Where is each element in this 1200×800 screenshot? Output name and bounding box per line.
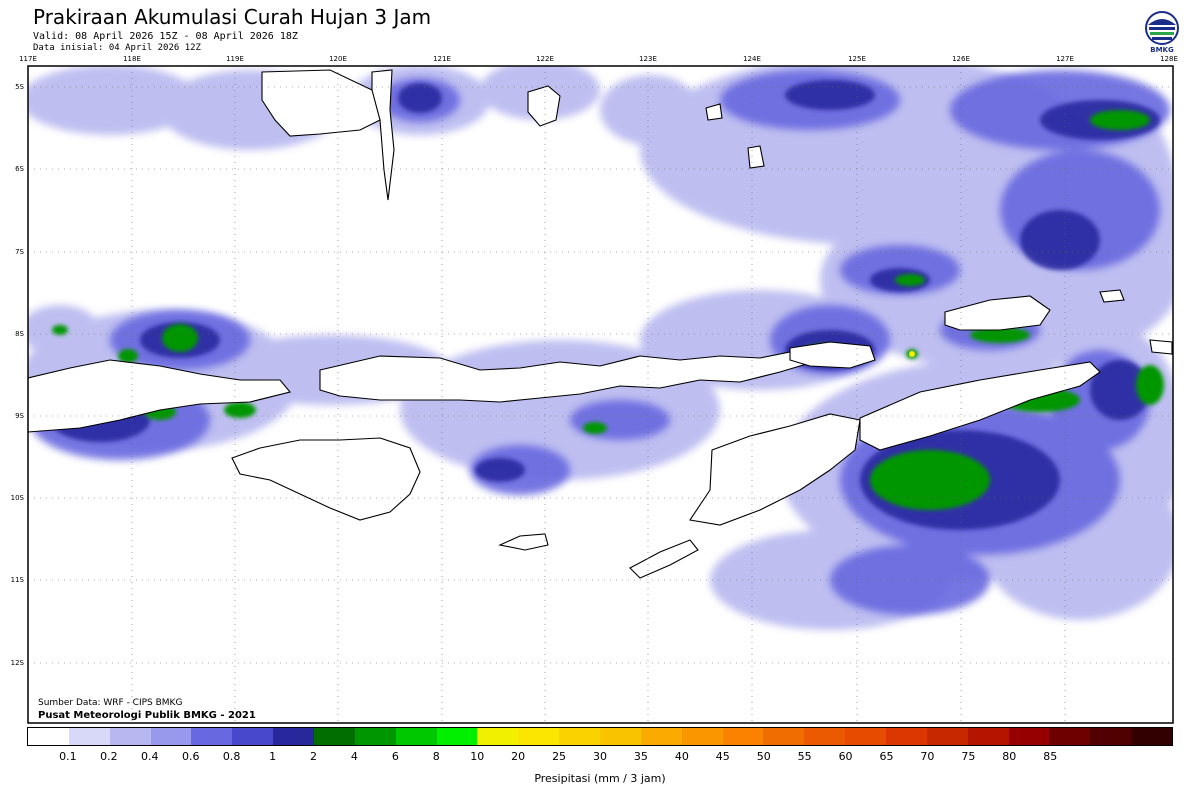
colorbar-label: 8 [432,750,440,763]
map-title: Prakiraan Akumulasi Curah Hujan 3 Jam [33,5,432,29]
colorbar-label: 45 [715,750,730,763]
colorbar-title: Presipitasi (mm / 3 jam) [534,772,666,785]
colorbar-segment [518,728,560,745]
lon-tick-label: 128E [1160,55,1178,63]
organization-credit: Pusat Meteorologi Publik BMKG - 2021 [38,710,256,721]
colorbar-label: 6 [391,750,399,763]
lon-tick-label: 117E [19,55,37,63]
colorbar-segment [600,728,641,745]
lon-tick-label: 120E [329,55,347,63]
colorbar-segment [314,728,355,745]
lon-tick-label: 118E [123,55,141,63]
colorbar-segment [354,728,396,745]
colorbar-label: 4 [350,750,358,763]
colorbar-segment [68,728,110,745]
lon-tick-label: 127E [1056,55,1074,63]
map-frame [27,65,1174,724]
graticule [28,66,1173,723]
lon-tick-label: 119E [226,55,244,63]
colorbar-segment [886,728,927,745]
colorbar-segment [926,728,968,745]
colorbar-label: 80 [1002,750,1017,763]
colorbar-segment [559,728,601,745]
colorbar-label: 75 [961,750,976,763]
valid-period: Valid: 08 April 2026 15Z - 08 April 2026… [33,31,298,42]
colorbar-segment [640,728,682,745]
colorbar-segment [804,728,846,745]
lon-tick-label: 121E [433,55,451,63]
lon-tick-label: 125E [848,55,866,63]
lat-tick-label: 8S [15,330,24,338]
colorbar-segment [191,728,233,745]
colorbar-label: 40 [674,750,689,763]
lat-tick-label: 12S [11,659,25,667]
colorbar-label: 10 [470,750,485,763]
colorbar-segment [28,728,69,745]
lon-tick-label: 123E [639,55,657,63]
bmkg-logo-label: BMKG [1150,46,1174,54]
lat-tick-label: 9S [15,412,24,420]
lon-tick-label: 126E [952,55,970,63]
colorbar-segment [395,728,437,745]
colorbar-label: 0.6 [181,750,200,763]
latitude-ticks: 5S 6S 7S 8S 9S 10S 11S 12S [11,83,25,667]
lat-tick-label: 11S [11,576,25,584]
colorbar-label: 35 [633,750,648,763]
colorbar-segment [273,728,315,745]
colorbar-segment [1131,728,1173,745]
lat-tick-label: 10S [11,494,25,502]
lat-tick-label: 7S [15,248,24,256]
colorbar-label: 70 [920,750,935,763]
lon-tick-label: 122E [536,55,554,63]
colorbar-label: 1 [269,750,277,763]
colorbar-segment [1049,728,1091,745]
colorbar-label: 25 [552,750,567,763]
lat-tick-label: 5S [15,83,24,91]
colorbar-labels: 0.1 0.2 0.4 0.6 0.8 1 2 4 6 8 10 20 25 30 35 40 45 50 55 60… [27,750,1173,764]
colorbar-label: 50 [756,750,771,763]
colorbar-label: 0.2 [100,750,118,763]
colorbar-label: 0.4 [141,750,159,763]
colorbar-label: 0.8 [222,750,241,763]
lon-tick-label: 124E [743,55,761,63]
colorbar-segment [109,728,151,745]
colorbar-label: 85 [1043,750,1058,763]
colorbar-segment [436,728,478,745]
longitude-ticks: 117E 118E 119E 120E 121E 122E 123E 124E … [19,55,1178,63]
lat-tick-label: 6S [15,165,24,173]
colorbar-label: 30 [593,750,607,763]
colorbar-label: 60 [838,750,853,763]
colorbar-segment [1090,728,1132,745]
colorbar-segment [681,728,723,745]
colorbar-segment [477,728,519,745]
colorbar-segment [763,728,805,745]
precipitation-colorbar [27,727,1173,746]
colorbar-segment [1008,728,1050,745]
colorbar-label: 0.1 [59,750,77,763]
colorbar-label: 20 [511,750,526,763]
initial-data-time: Data inisial: 04 April 2026 12Z [33,43,201,53]
colorbar-segment [232,728,274,745]
bmkg-logo-icon [1145,11,1179,45]
colorbar-segment [722,728,764,745]
colorbar-label: 55 [797,750,812,763]
colorbar-label: 2 [310,750,317,763]
rain-peak-marker [909,351,915,357]
data-source-note: Sumber Data: WRF - CIPS BMKG [38,698,183,708]
coastlines [28,69,1173,579]
colorbar-segment [967,728,1009,745]
colorbar-segment [845,728,887,745]
colorbar-segment [150,728,192,745]
colorbar-label: 65 [879,750,894,763]
